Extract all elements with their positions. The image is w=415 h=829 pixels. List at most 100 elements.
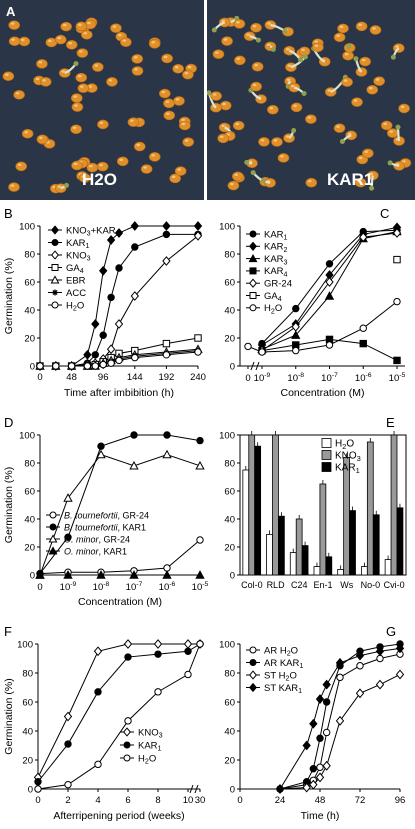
data-point [64,533,72,541]
x-tick-label: 8 [155,795,160,806]
seed [131,66,144,76]
seed [161,53,173,64]
seed [369,25,382,35]
bar-kar1 [301,545,309,576]
x-tick-label: Col-0 [241,580,263,590]
y-tick-label: 20 [24,543,35,554]
y-tick-label: 40 [24,515,35,526]
data-point [115,264,123,272]
seed [133,141,146,152]
seed-highlight [301,48,305,52]
x-axis-label: Time after imbibition (h) [64,387,174,399]
bar-kar1 [325,556,333,576]
legend-marker [51,301,59,309]
data-point [316,763,324,771]
seed [80,29,93,40]
seed [312,42,324,53]
y-tick-label: 100 [17,640,33,651]
data-point [36,362,44,370]
seed [219,100,232,111]
legend-label: AR H2O [264,645,298,657]
legend-label: KAR3 [264,254,288,266]
x-tick-label: 72 [355,795,366,806]
data-point [131,243,139,251]
seed-highlight [118,33,122,37]
series-line [37,643,201,790]
data-point [359,232,368,243]
x-tick-label: 240 [190,372,206,383]
cotyledon [395,124,401,130]
seed [131,54,144,64]
seed [212,49,225,59]
x-tick-label: Cvi-0 [384,580,405,590]
data-point [52,362,60,370]
seed [54,34,67,45]
legend-label: KNO3 [138,727,163,739]
seed-highlight [74,104,78,107]
y-tick-label: 20 [224,756,235,767]
seed-highlight [230,182,234,186]
seed-highlight [212,93,217,96]
data-point [196,436,204,445]
data-point [325,341,334,349]
legend-marker [248,253,258,263]
cotyledon [270,46,276,52]
seed [210,102,222,113]
legend-label: B. tournefortii, GR-24 [64,510,149,520]
seed [120,37,132,47]
seed-highlight [368,87,373,90]
seed-highlight [130,119,134,122]
seed [234,55,246,66]
seed-highlight [235,122,239,126]
seed-highlight [62,23,67,27]
x-tick-label: 30 [195,795,206,806]
seed [359,56,371,67]
seed-highlight [78,23,82,27]
axis-break [189,784,199,794]
seed-highlight [79,50,83,53]
data-point [335,715,345,726]
seed [71,102,84,112]
seed-highlight [223,38,228,41]
data-point [316,734,324,742]
data-point [130,431,138,439]
legend-label: GA4 [66,263,84,275]
panel-letter-a: A [6,4,16,19]
seed [258,136,270,147]
seed [221,36,233,46]
legend-marker [48,546,58,555]
data-point [315,694,325,705]
data-point [106,344,116,355]
legend-marker [48,534,58,543]
data-point [183,639,193,649]
data-point [124,717,132,725]
legend-label: O. minor, GR-24 [64,534,130,544]
bar-kar1 [372,514,380,576]
seed-highlight [402,160,406,163]
data-point [35,570,45,579]
bar-h2o [242,469,250,576]
data-point [96,570,106,579]
legend-label: EBR [66,275,86,286]
seed-highlight [383,122,387,126]
seed-highlight [285,135,290,138]
cotyledon [207,90,212,96]
cotyledon [346,43,352,49]
data-point [375,679,385,690]
seed [271,137,283,147]
seed-highlight [77,74,82,78]
cotyledon [301,90,307,96]
data-point [64,780,72,789]
seed-highlight [400,105,405,109]
data-point [154,650,162,658]
seed-highlight [20,38,25,42]
seed [21,128,34,139]
data-point [291,321,300,332]
y-tick-label: 60 [22,698,33,709]
seed [398,103,410,114]
data-point [309,779,318,790]
cotyledon [298,57,304,63]
seed-highlight [165,100,170,103]
seed-highlight [72,126,77,129]
